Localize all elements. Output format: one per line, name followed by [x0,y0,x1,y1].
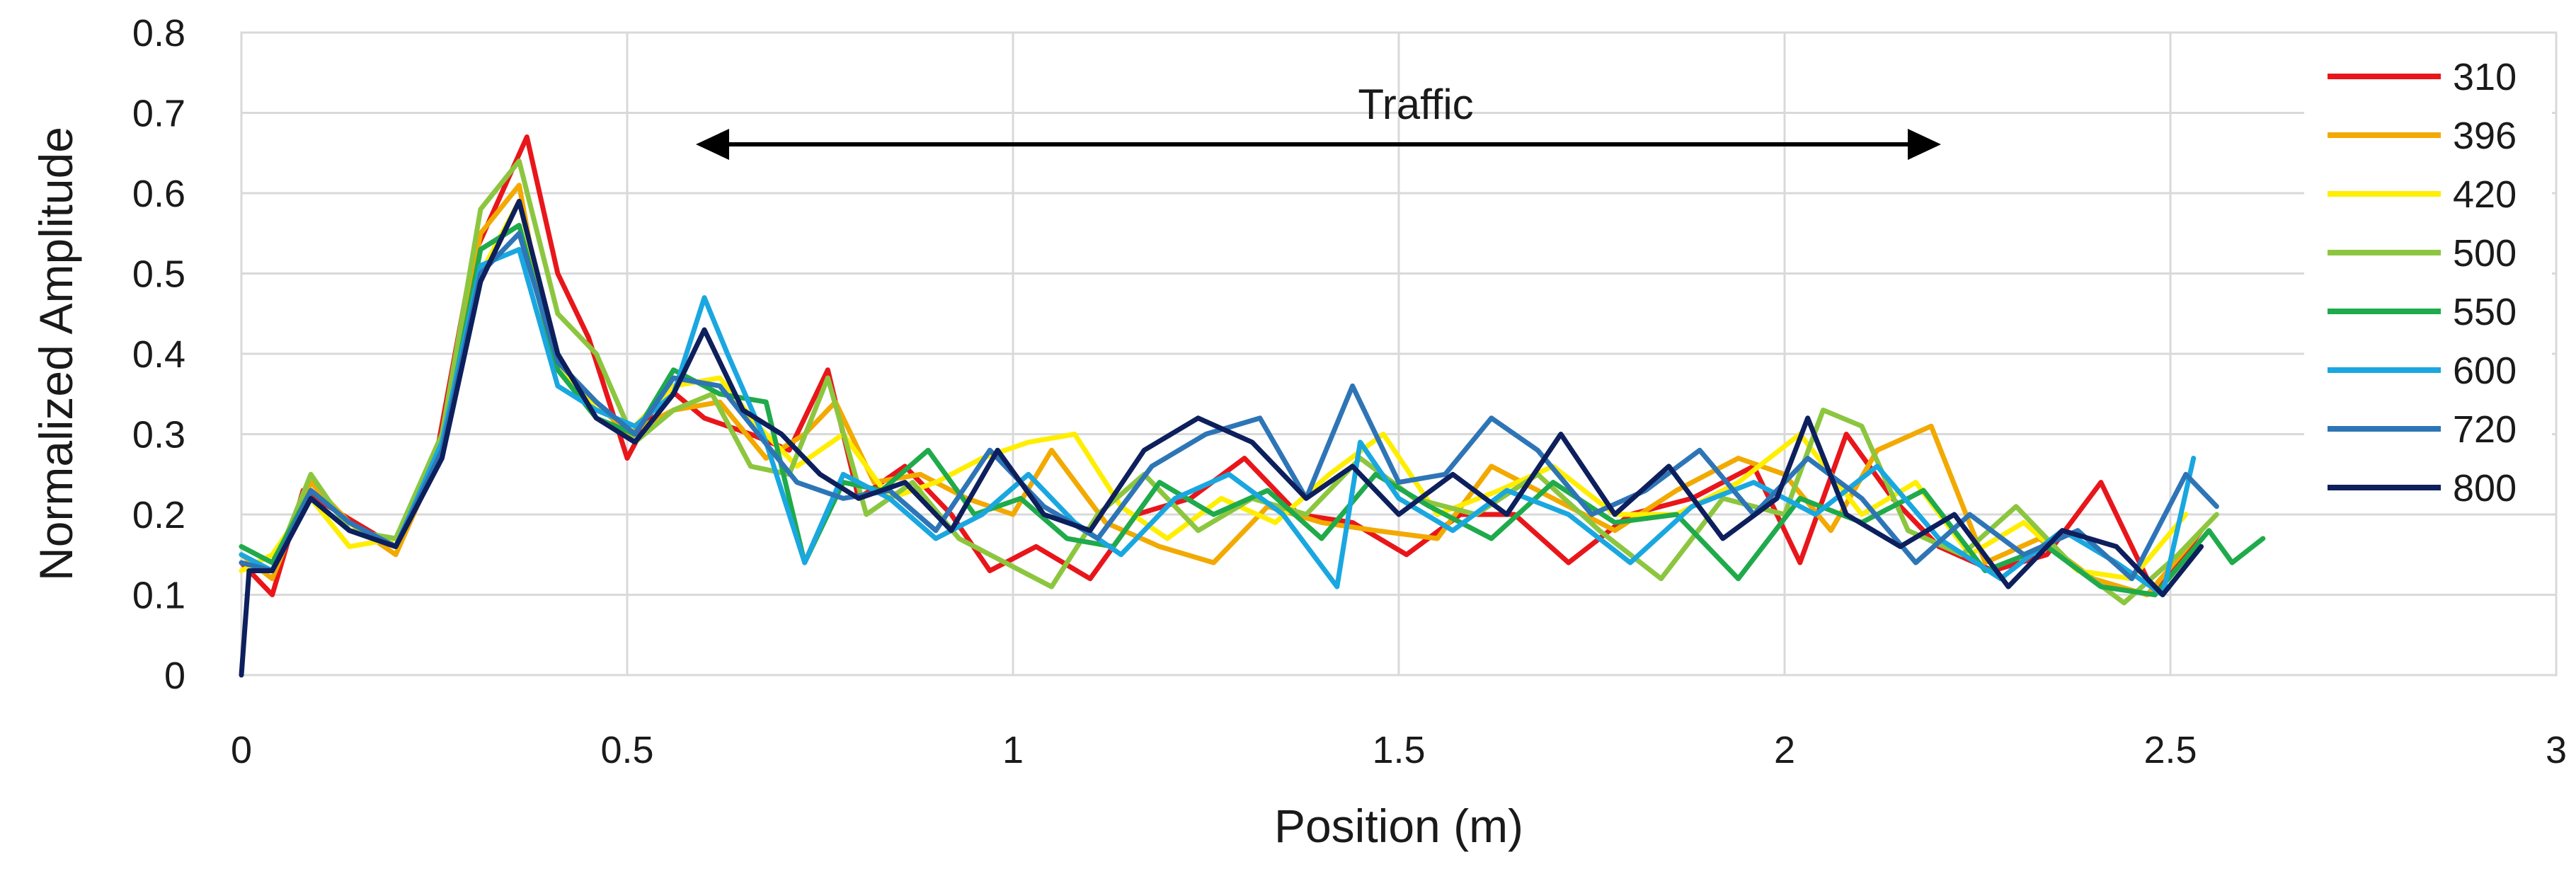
traffic-arrow-head-right [1908,129,1941,160]
x-tick-label: 3 [2546,729,2567,771]
series-line-310 [239,134,2204,597]
y-tick-label: 0.8 [132,12,185,54]
legend-label-420: 420 [2453,173,2517,216]
y-axis-title: Normalized Amplitude [30,127,82,581]
y-tick-label: 0.6 [132,173,185,215]
legend-label-500: 500 [2453,232,2517,275]
legend-label-720: 720 [2453,408,2517,451]
y-tick-labels: 0 0.1 0.2 0.3 0.4 0.5 0.6 0.7 0.8 [132,12,185,697]
y-tick-label: 0.5 [132,253,185,296]
legend-background [2304,42,2552,513]
traffic-label: Traffic [1358,81,1473,128]
x-tick-label: 2.5 [2143,729,2197,771]
x-tick-label: 1.5 [1372,729,1425,771]
x-tick-label: 0 [231,729,252,771]
x-tick-label: 2 [1774,729,1795,771]
legend-label-310: 310 [2453,56,2517,98]
legend-label-600: 600 [2453,350,2517,392]
y-tick-label: 0.4 [132,333,185,376]
series-line-800 [239,198,2204,678]
y-tick-label: 0 [164,655,185,697]
legend: 310 396 420 500 550 600 720 800 [2304,42,2552,513]
y-tick-label: 0.2 [132,494,185,536]
x-tick-label: 1 [1002,729,1024,771]
y-tick-label: 0.3 [132,414,185,456]
legend-label-800: 800 [2453,467,2517,510]
traffic-annotation: Traffic [696,81,1941,160]
series-line-500 [239,159,2219,606]
series-line-720 [239,231,2219,582]
legend-label-550: 550 [2453,291,2517,333]
x-tick-labels: 0 0.5 1 1.5 2 2.5 3 [231,729,2567,771]
legend-label-396: 396 [2453,115,2517,157]
y-tick-label: 0.1 [132,575,185,617]
series-layer [239,134,2266,678]
series-line-396 [239,183,2204,597]
plot-area [240,31,2558,677]
x-axis-title: Position (m) [1274,800,1523,852]
y-tick-label: 0.7 [132,93,185,135]
grid [241,33,2556,675]
traffic-arrow-head-left [696,129,729,160]
x-tick-label: 0.5 [600,729,653,771]
